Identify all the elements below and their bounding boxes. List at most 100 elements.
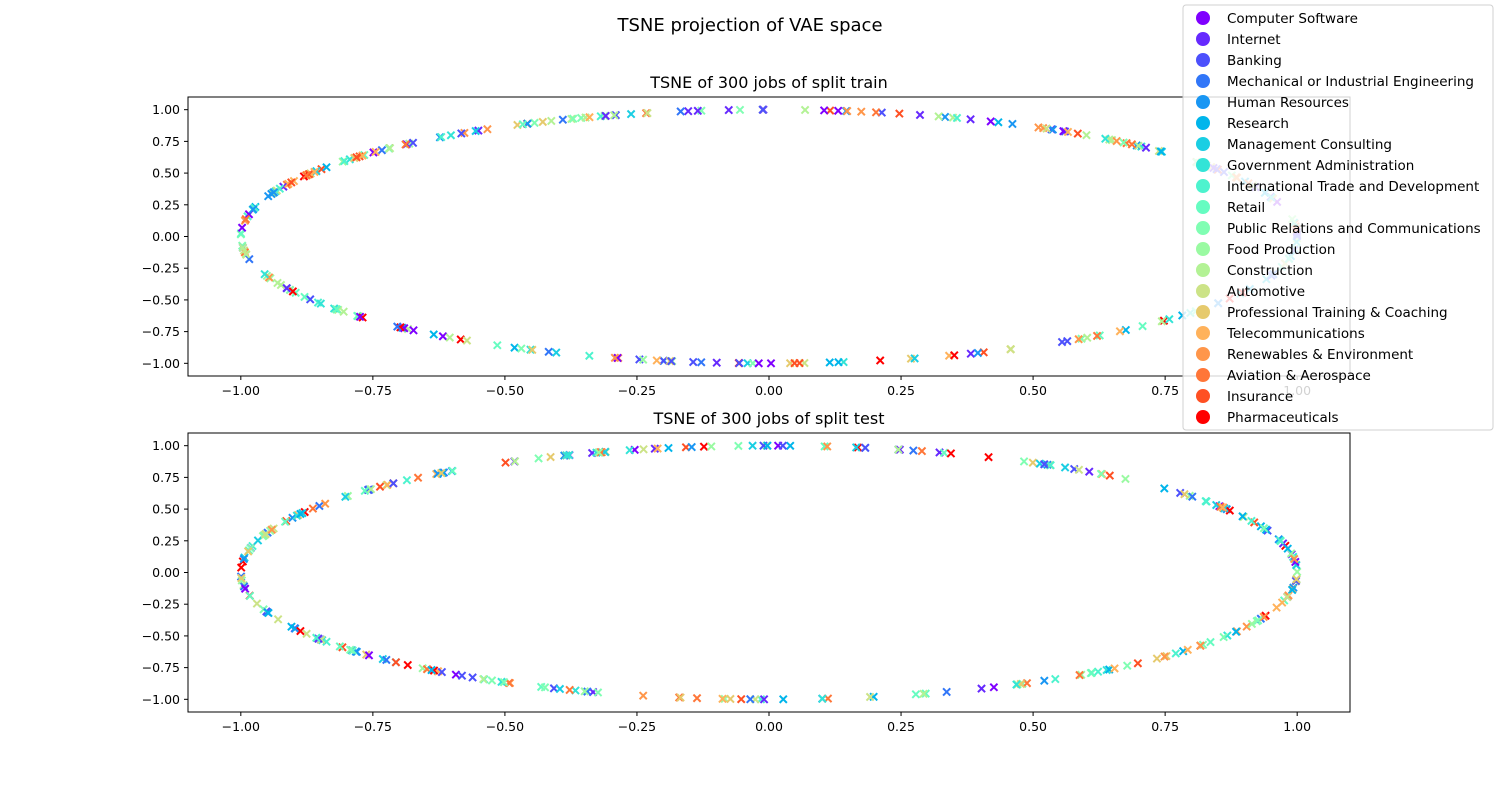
scatter-point: [438, 331, 448, 341]
scatter-point: [919, 689, 928, 699]
scatter-point: [253, 536, 263, 545]
scatter-point: [822, 442, 832, 451]
scatter-point: [355, 312, 365, 322]
scatter-point: [984, 452, 993, 462]
scatter-point: [427, 665, 436, 675]
scatter-point: [501, 458, 510, 467]
scatter-point: [302, 629, 311, 639]
scatter-point: [977, 684, 986, 693]
scatter-point: [409, 325, 418, 335]
scatter-point: [369, 148, 378, 157]
legend-entry: International Trade and Development: [1196, 179, 1479, 195]
scatter-point: [448, 466, 457, 476]
scatter-point: [1238, 512, 1247, 521]
scatter-point: [1201, 496, 1211, 506]
scatter-point: [910, 354, 919, 363]
figure-suptitle: TSNE projection of VAE space: [616, 15, 882, 36]
scatter-point: [759, 695, 769, 704]
scatter-point: [1006, 344, 1016, 354]
legend-entry: Telecommunications: [1196, 326, 1365, 342]
scatter-point: [939, 448, 949, 458]
scatter-point: [818, 694, 827, 703]
scatter-point: [516, 344, 526, 353]
scatter-point: [236, 563, 246, 572]
test-points: [236, 441, 1302, 704]
scatter-point: [391, 657, 401, 667]
scatter-point: [436, 132, 446, 142]
scatter-point: [534, 454, 543, 463]
legend-swatch: [1196, 221, 1210, 235]
scatter-point: [348, 646, 358, 655]
scatter-point: [875, 356, 885, 365]
y-tick-label: 0.00: [152, 565, 180, 580]
scatter-point: [562, 451, 571, 460]
legend-label: Professional Training & Coaching: [1227, 305, 1448, 321]
scatter-point: [1231, 627, 1241, 637]
scatter-point: [275, 184, 285, 193]
scatter-point: [260, 269, 269, 279]
legend-entry: Research: [1196, 116, 1289, 132]
x-tick-label: 0.00: [755, 719, 783, 734]
scatter-point: [1171, 649, 1181, 658]
scatter-point: [335, 642, 345, 651]
y-tick-label: 1.00: [152, 102, 180, 117]
scatter-point: [296, 626, 305, 636]
scatter-point: [237, 573, 246, 583]
scatter-point: [778, 441, 788, 451]
scatter-point: [286, 178, 296, 187]
scatter-point: [1019, 457, 1029, 466]
legend-swatch: [1196, 263, 1210, 277]
scatter-point: [692, 693, 702, 703]
scatter-point: [518, 119, 528, 129]
y-tick-label: −0.50: [142, 628, 180, 643]
scatter-point: [736, 694, 746, 704]
legend-swatch: [1196, 326, 1210, 340]
scatter-point: [894, 445, 903, 454]
y-tick-label: 0.75: [152, 470, 180, 485]
legend-swatch: [1196, 53, 1210, 67]
legend-entry: Internet: [1196, 32, 1281, 48]
scatter-point: [1040, 676, 1049, 686]
scatter-point: [699, 442, 709, 451]
legend-label: Construction: [1227, 263, 1313, 279]
scatter-point: [683, 106, 693, 116]
scatter-point: [909, 446, 918, 455]
scatter-point: [1292, 567, 1302, 577]
scatter-point: [457, 671, 467, 680]
legend-entry: Food Production: [1196, 242, 1336, 258]
y-tick-label: −0.75: [142, 660, 180, 675]
scatter-point: [949, 350, 959, 360]
scatter-point: [493, 340, 502, 350]
scatter-point: [650, 444, 660, 453]
scatter-point: [766, 359, 776, 368]
scatter-point: [1082, 333, 1092, 343]
scatter-point: [1133, 658, 1143, 668]
train-points: [236, 105, 1302, 368]
scatter-point: [643, 108, 652, 118]
legend-entry: Public Relations and Communications: [1196, 221, 1481, 237]
scatter-point: [1160, 652, 1169, 661]
scatter-point: [302, 171, 311, 180]
scatter-point: [601, 111, 611, 121]
scatter-point: [264, 608, 273, 618]
scatter-point: [934, 112, 943, 121]
scatter-point: [1084, 467, 1094, 476]
legend-entries: Computer Software Internet Banking Mechanic…: [1196, 11, 1481, 426]
scatter-point: [989, 682, 999, 692]
scatter-point: [966, 114, 975, 124]
y-tick-label: −0.25: [142, 261, 180, 276]
legend-label: Government Administration: [1227, 158, 1414, 174]
legend-entry: Retail: [1196, 200, 1265, 216]
scatter-point: [1134, 141, 1143, 151]
scatter-point: [585, 351, 594, 361]
scatter-point: [748, 441, 757, 451]
scatter-point: [429, 330, 439, 339]
y-tick-label: −0.25: [142, 597, 180, 612]
x-tick-label: −0.50: [486, 719, 524, 734]
scatter-point: [316, 299, 326, 308]
scatter-point: [322, 162, 331, 172]
scatter-point: [1082, 130, 1091, 140]
legend-entry: Construction: [1196, 263, 1313, 279]
scatter-point: [402, 475, 412, 485]
scatter-point: [499, 677, 509, 687]
